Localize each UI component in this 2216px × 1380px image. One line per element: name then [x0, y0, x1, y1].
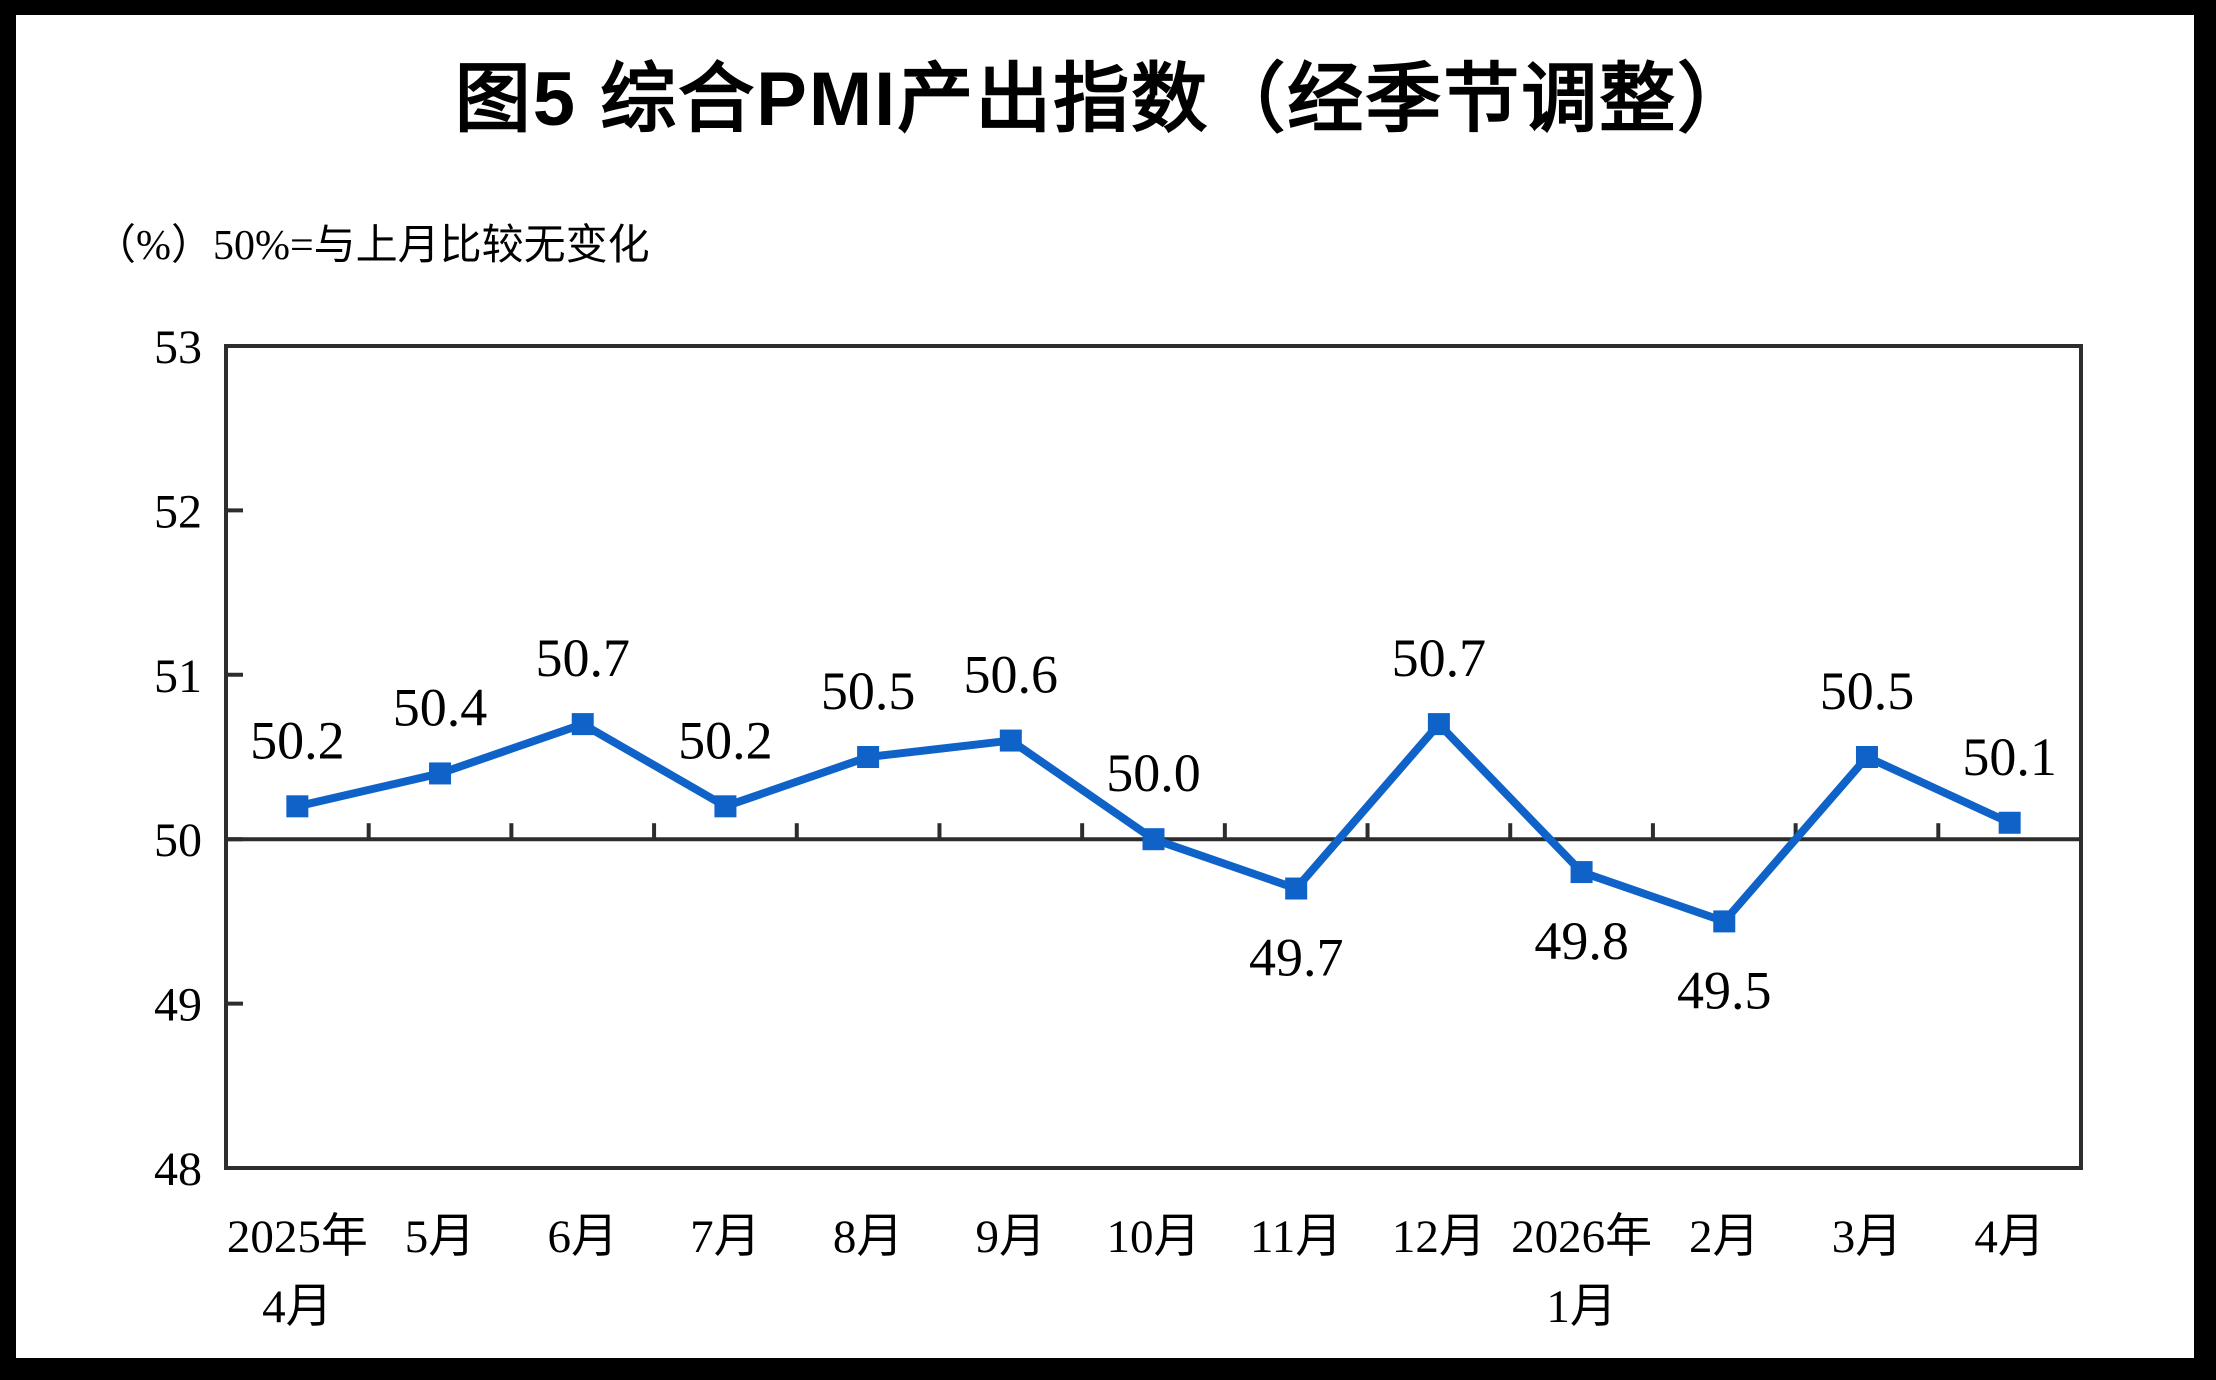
x-axis-label: 2月 [1689, 1211, 1760, 1263]
data-point-marker [1427, 713, 1450, 736]
data-point-label: 50.5 [821, 661, 916, 721]
data-point-marker [1142, 828, 1165, 851]
x-axis-label: 6月 [547, 1211, 618, 1263]
x-axis-label: 4月 [1974, 1211, 2045, 1263]
x-axis-label: 2026年 [1511, 1211, 1652, 1263]
data-point-label: 50.4 [393, 677, 488, 737]
data-point-marker [1713, 910, 1736, 933]
chart-title: 图5 综合PMI产出指数（经季节调整） [454, 57, 1756, 142]
pmi-line-chart: 48 49 50 51 52 53 2025年 4月 5月 6月 7月 8月 9月 10月 11月 12月 20… [154, 321, 2083, 1333]
plot-border [224, 344, 2083, 1170]
y-axis-label: 51 [154, 650, 202, 703]
y-axis-label: 49 [154, 979, 202, 1032]
data-point-label: 50.1 [1962, 727, 2057, 787]
axis-unit-note: （%）50%=与上月比较无变化 [94, 223, 650, 269]
y-axis-label: 50 [154, 814, 202, 867]
data-point-marker [857, 746, 880, 768]
x-axis-label: 1月 [1546, 1281, 1617, 1333]
x-axis-label: 5月 [405, 1211, 476, 1263]
data-point-label: 49.7 [1249, 928, 1344, 988]
x-axis-label: 10月 [1107, 1211, 1201, 1263]
data-point-label: 50.2 [250, 710, 345, 770]
data-point-marker [714, 795, 737, 818]
data-point-label: 49.8 [1534, 911, 1629, 971]
data-point-label: 50.7 [1392, 628, 1487, 688]
data-point-marker [286, 795, 309, 818]
y-axis-label: 53 [154, 321, 202, 374]
data-point-marker [1855, 746, 1878, 768]
x-axis-label: 7月 [690, 1211, 761, 1263]
data-point-label: 50.5 [1820, 661, 1915, 721]
data-point-marker [1285, 877, 1308, 900]
x-axis-label: 11月 [1250, 1211, 1342, 1263]
y-axis-label: 52 [154, 485, 202, 538]
x-axis-label: 3月 [1832, 1211, 1903, 1263]
x-axis-label: 2025年 [227, 1211, 368, 1263]
x-axis-label: 4月 [262, 1281, 333, 1333]
data-point-marker [999, 729, 1022, 752]
x-axis-label: 8月 [833, 1211, 904, 1263]
x-axis-label: 12月 [1392, 1211, 1486, 1263]
data-point-marker [429, 762, 452, 785]
data-point-marker [571, 713, 594, 736]
data-point-label: 50.2 [678, 710, 773, 770]
data-point-marker [1570, 861, 1593, 884]
data-point-label: 49.5 [1677, 960, 1772, 1020]
data-point-label: 50.0 [1106, 743, 1201, 803]
data-point-label: 50.6 [964, 645, 1059, 705]
y-axis-label: 48 [154, 1143, 202, 1196]
data-point-label: 50.7 [535, 628, 630, 688]
x-axis-label: 9月 [976, 1211, 1047, 1263]
data-point-marker [1998, 811, 2021, 834]
